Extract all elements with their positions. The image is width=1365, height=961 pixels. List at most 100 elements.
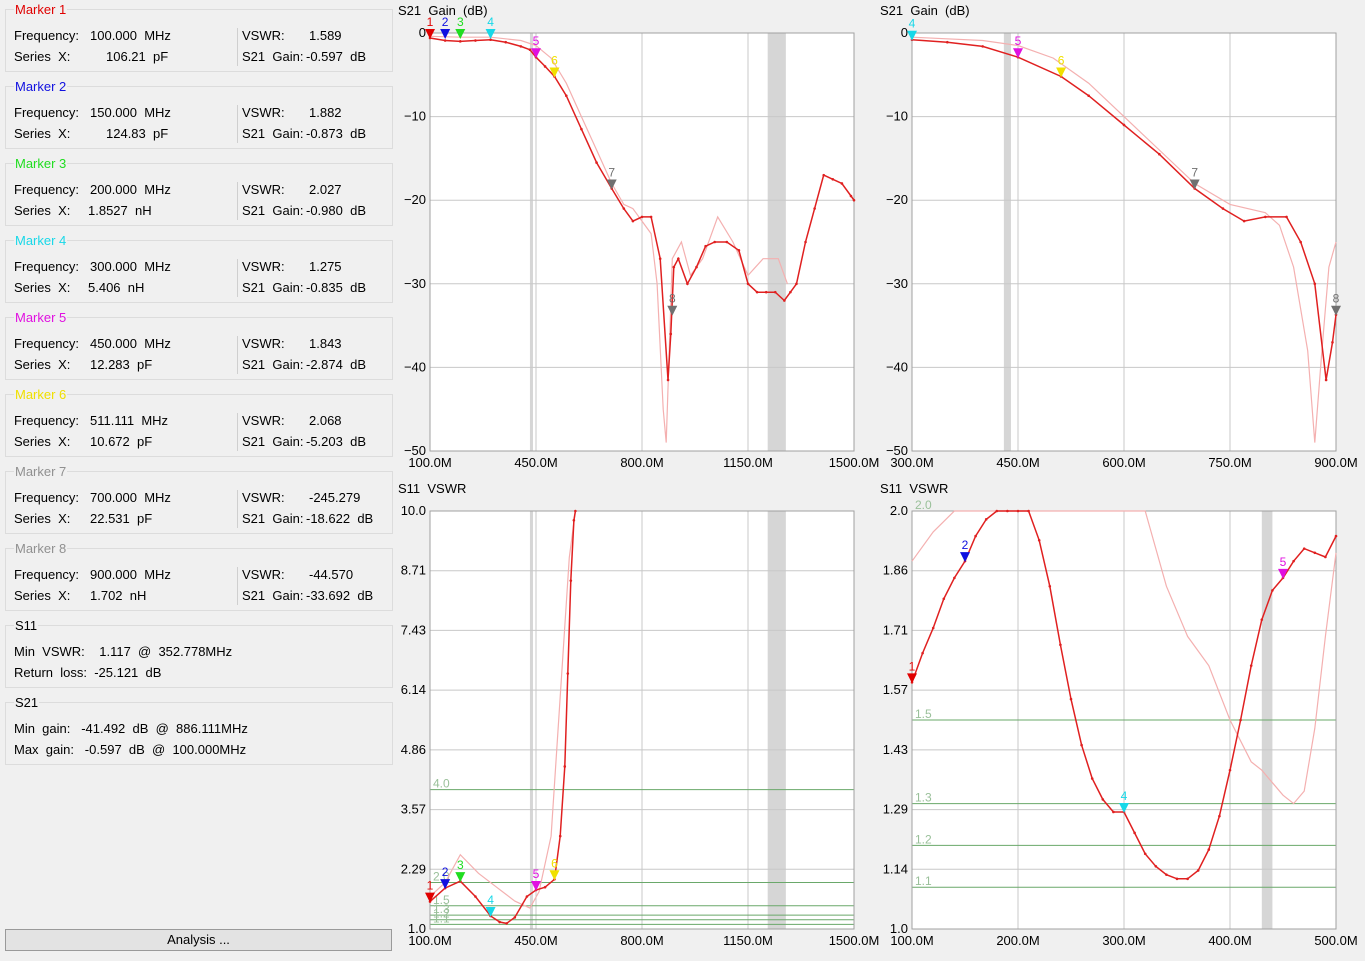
x-tick-label: 200.0M (996, 933, 1039, 948)
marker-1-vswr-label: VSWR: (242, 28, 285, 43)
marker-2-vswr-label: VSWR: (242, 105, 285, 120)
trace-point (443, 39, 447, 42)
marker-3-sx-label: Series X: (14, 203, 71, 218)
marker-4-vswr: 1.275 (309, 259, 342, 274)
marker-6-triangle (549, 67, 560, 78)
trace-point (1313, 551, 1317, 555)
marker-1-freq-label: Frequency: (14, 28, 80, 43)
y-tick-label: 6.14 (401, 682, 426, 697)
band-shading (767, 33, 786, 451)
trace-point (1175, 877, 1179, 881)
trace-point (558, 834, 562, 838)
marker-5-frequency: 450.000 MHz (90, 336, 171, 351)
marker-6-label: 6 (1058, 53, 1065, 67)
marker-2-triangle (440, 879, 451, 890)
marker-8-s21-gain: -33.692 dB (306, 588, 374, 603)
marker-8-vswr: -44.570 (309, 567, 354, 582)
trace-point (1271, 589, 1274, 592)
marker-3-series-x: 1.8527 nH (88, 203, 152, 218)
marker-panel: Marker 1 Frequency: 100.000 MHz Series X:… (0, 0, 396, 961)
trace-point (1292, 559, 1295, 563)
trace-point (1090, 777, 1094, 780)
y-tick-label: 7.43 (401, 622, 426, 637)
marker-5-series-x: 12.283 pF (90, 357, 153, 372)
x-tick-label: 1150.0M (723, 933, 773, 948)
trace-point (704, 244, 707, 248)
y-tick-label: 1.43 (883, 742, 908, 757)
s21-max-gain: Max gain: -0.597 dB @ 100.000MHz (14, 742, 247, 757)
trace-point (519, 45, 523, 48)
trace-point (1334, 534, 1338, 538)
marker-5-triangle (1278, 568, 1288, 579)
marker-6-s21-gain: -5.203 dB (306, 434, 366, 449)
trace-point (505, 922, 508, 925)
marker-4-title: Marker 4 (14, 233, 68, 248)
trace-point (783, 299, 786, 302)
trace-point (622, 207, 626, 210)
y-tick-label: 4.86 (401, 742, 426, 757)
s11-summary-group: S11 Min VSWR: 1.117 @ 352.778MHz Return … (5, 618, 393, 688)
trace-point (572, 518, 576, 522)
marker-7-triangle (606, 179, 617, 190)
marker-5-label: 5 (1280, 555, 1287, 569)
trace-point (773, 290, 777, 294)
trace-point (840, 182, 844, 185)
chart-canvas: 300.0M 450.0M 600.0M 750.0M 900.0M 0 −10 −20 −30… (886, 17, 1358, 470)
marker-6-vswr: 2.068 (309, 413, 342, 428)
marker-5-triangle (1013, 48, 1023, 59)
trace-point (1048, 584, 1052, 588)
divider (237, 413, 238, 451)
trace-point (658, 257, 662, 261)
y-tick-label: 1.57 (883, 682, 908, 697)
x-tick-label: 300.0M (890, 455, 933, 470)
y-tick-label: −50 (886, 443, 908, 458)
marker-4-vswr-label: VSWR: (242, 259, 285, 274)
trace-point (580, 127, 583, 131)
divider (237, 567, 238, 605)
band-shading (529, 511, 533, 929)
trace-point (764, 290, 768, 294)
marker-2-s21-gain: -0.873 dB (306, 126, 366, 141)
marker-7-s21-gain: -18.622 dB (306, 511, 374, 526)
marker-3-freq-label: Frequency: (14, 182, 80, 197)
marker-5-sx-label: Series X: (14, 357, 71, 372)
marker-4-triangle (485, 29, 496, 40)
x-tick-label: 100.0M (408, 933, 451, 948)
band-shading (1003, 33, 1011, 451)
marker-4-label: 4 (487, 15, 494, 29)
plot-border (429, 32, 855, 452)
marker-6-triangle (1056, 67, 1067, 78)
chart-title: S11 VSWR (880, 481, 949, 496)
divider (237, 490, 238, 528)
swr-reference-label: 2.0 (915, 498, 932, 512)
swr-reference-label: 1.1 (915, 874, 932, 888)
marker-7-sx-label: Series X: (14, 511, 71, 526)
marker-4-label: 4 (1121, 789, 1128, 803)
trace-point (1324, 378, 1328, 382)
marker-1-triangle (907, 673, 917, 684)
x-tick-label: 450.0M (514, 933, 557, 948)
marker-2-frequency: 150.000 MHz (90, 105, 171, 120)
analysis-button[interactable]: Analysis ... (5, 929, 392, 951)
chart-title: S21 Gain (dB) (880, 3, 970, 18)
trace-point (1027, 509, 1030, 513)
x-tick-label: 450.0M (996, 455, 1039, 470)
trace-point (474, 895, 477, 898)
trace-point (1059, 643, 1062, 647)
marker-1-frequency: 100.000 MHz (90, 28, 171, 43)
chart-canvas: 100.0M 450.0M 800.0M 1150.0M 1500.0M 0 −10 −20 −… (404, 15, 879, 470)
marker-8-triangle (667, 305, 678, 316)
trace-point (1299, 240, 1302, 244)
trace-point (852, 198, 856, 202)
trace-point (1221, 207, 1225, 210)
trace-point (686, 282, 689, 286)
marker-2-freq-label: Frequency: (14, 105, 80, 120)
x-tick-label: 1150.0M (723, 455, 773, 470)
x-tick-label: 450.0M (514, 455, 557, 470)
s11-min-vswr: Min VSWR: 1.117 @ 352.778MHz (14, 644, 233, 659)
marker-1-label: 1 (427, 879, 434, 893)
marker-3-label: 3 (457, 15, 464, 29)
marker-7-gain-label: S21 Gain: (242, 511, 304, 526)
marker-6-vswr-label: VSWR: (242, 413, 285, 428)
marker-3-title: Marker 3 (14, 156, 68, 171)
